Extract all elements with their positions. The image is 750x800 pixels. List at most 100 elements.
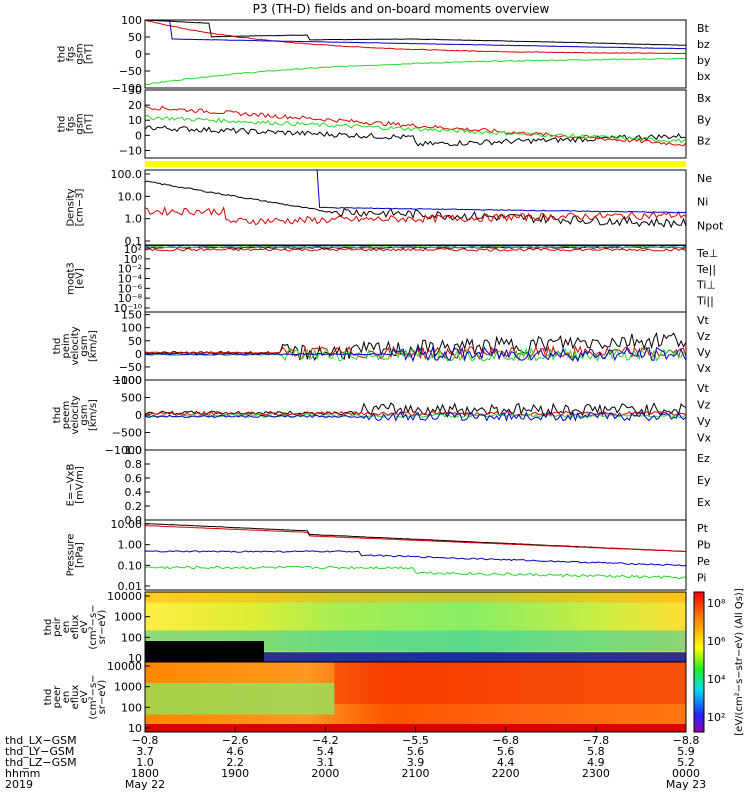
legend-fgs-gsm-2: by	[697, 54, 711, 67]
spectrogram-band-high	[145, 592, 686, 603]
x-axis: thd_LX−GSM −0.8 −2.6 −4.2 −5.5 −6.8 −7.8 −8.8 th…	[5, 727, 706, 791]
legend-pressure-0: Pt	[697, 522, 709, 535]
y-tick-label: 0.0	[125, 514, 143, 527]
x-tick-label: 5.6	[407, 745, 425, 758]
legend-density-0: Ne	[697, 172, 712, 185]
pressure-series-1	[145, 525, 686, 552]
x-tick-label: 4.9	[587, 756, 605, 769]
legend-efield-1: Ey	[697, 474, 711, 487]
colorbar: 10⁸ 10⁶ 10⁴ 10² [eV/(cm²−s−str−eV) (All Qs)]	[693, 588, 745, 736]
colorbar-tick: 10⁸	[707, 597, 726, 610]
panel-frame	[144, 519, 687, 591]
colorbar-tick: 10⁴	[707, 673, 726, 686]
x-row-label: hhmm	[5, 767, 40, 780]
y-label-line: [mV/m]	[75, 466, 86, 504]
x-tick-label: 3.9	[407, 756, 425, 769]
y-tick-label: 10000	[107, 660, 142, 673]
legend-peim-3: Vx	[697, 362, 712, 375]
legend-density-1: Ni	[697, 196, 708, 209]
temp-series-0	[145, 247, 686, 252]
fgs-gse-series-2	[145, 114, 686, 144]
x-tick-label: −4.2	[312, 734, 339, 747]
y-tick-label: 100	[121, 322, 142, 335]
x-tick-label: 2100	[402, 767, 430, 780]
temp-series-3	[145, 245, 686, 247]
legend-density-2: Npot	[697, 219, 724, 232]
y-label-line: en	[61, 621, 72, 634]
y-tick-label: 0	[135, 129, 142, 142]
y-tick-label: 500	[121, 392, 142, 405]
legend-pressure-2: Pe	[697, 555, 710, 568]
spectrogram-band-red	[334, 662, 686, 704]
legend-fgs-gsm-3: bx	[697, 70, 711, 83]
y-tick-label: 0.8	[125, 458, 143, 471]
legend-peim-1: Vz	[697, 330, 711, 343]
density-series-1	[145, 206, 686, 226]
x-row-label: thd_LX−GSM	[5, 734, 77, 747]
y-label-line: Pressure	[66, 534, 77, 577]
y-tick-label: 50	[128, 335, 142, 348]
x-tick-label: 4.4	[497, 756, 515, 769]
y-label-line: sr−eV)	[97, 680, 108, 715]
x-tick-label: −6.8	[492, 734, 519, 747]
y-tick-label: 100	[121, 701, 142, 714]
y-label-line: thd	[57, 46, 68, 63]
y-tick-label: 10	[128, 722, 142, 735]
x-tick-label: −7.8	[582, 734, 609, 747]
y-label-line: moqt3	[66, 262, 77, 295]
y-tick-label: −10	[119, 144, 142, 157]
y-tick-label: −50	[119, 361, 142, 374]
peim-series-0	[145, 331, 686, 361]
y-tick-label: 10²	[124, 243, 142, 256]
y-tick-label: 1.0	[125, 444, 143, 457]
legend-fgs-gsm-0: Bt	[697, 22, 710, 35]
x-tick-label: 1.0	[136, 756, 154, 769]
y-label-line: peim	[61, 333, 72, 358]
peem-series-1	[145, 410, 686, 417]
y-label-line: velocity	[70, 395, 81, 434]
y-label-line: [nPa]	[75, 542, 86, 568]
legend-fgs-gse-0: Bx	[697, 92, 712, 105]
y-tick-label: 1.00	[118, 539, 143, 552]
legend-pressure-1: Pb	[697, 539, 711, 552]
y-tick-label: 10⁻⁸	[118, 292, 143, 305]
x-tick-label: 2000	[311, 767, 339, 780]
y-label-line: eflux	[70, 685, 81, 710]
y-label-line: eV	[79, 690, 90, 703]
legend-temp-1: Te||	[696, 263, 716, 276]
legend-peem-3: Vx	[697, 432, 712, 445]
legend-efield-0: Ez	[697, 452, 710, 465]
y-label-line: fgs	[66, 116, 77, 131]
panel-pressure: 10.00 1.00 0.10 0.01 Pressure[nPa] Pt Pb Pe Pi	[66, 518, 711, 593]
pressure-series-3	[145, 565, 686, 580]
y-tick-label: 10⁻¹⁰	[113, 302, 142, 315]
pressure-series-0	[145, 523, 686, 553]
y-tick-label: 0.1	[125, 235, 143, 248]
legend-fgs-gsm-1: bz	[697, 38, 710, 51]
spectrogram-band-low	[264, 652, 686, 662]
x-tick-label: −5.5	[402, 734, 429, 747]
y-tick-label: 10.00	[111, 518, 143, 531]
y-tick-label: 10⁰	[124, 253, 143, 266]
y-tick-label: 0	[135, 48, 142, 61]
y-tick-label: −1000	[105, 444, 142, 457]
y-tick-label: −100	[112, 82, 142, 95]
y-label-line: thd	[43, 689, 54, 706]
x-tick-label: −0.8	[132, 734, 159, 747]
y-label-line: velocity	[70, 326, 81, 365]
x-tick-label: May 22	[125, 778, 165, 791]
y-tick-label: 100	[121, 631, 142, 644]
y-label-line: sr−eV)	[97, 610, 108, 645]
y-tick-label: 1000	[114, 374, 142, 387]
x-tick-label: 5.2	[677, 756, 695, 769]
y-tick-label: 10⁻²	[118, 263, 142, 276]
y-label-line: thd	[43, 619, 54, 636]
panels: 100500−50−100thdfgsgsm[nT]Btbzbybx302010…	[43, 14, 724, 735]
y-label-line: [eV]	[75, 268, 86, 289]
spectrogram-noise-block	[145, 641, 265, 662]
legend-peem-2: Vy	[697, 415, 711, 428]
yellow-bar	[145, 161, 686, 167]
